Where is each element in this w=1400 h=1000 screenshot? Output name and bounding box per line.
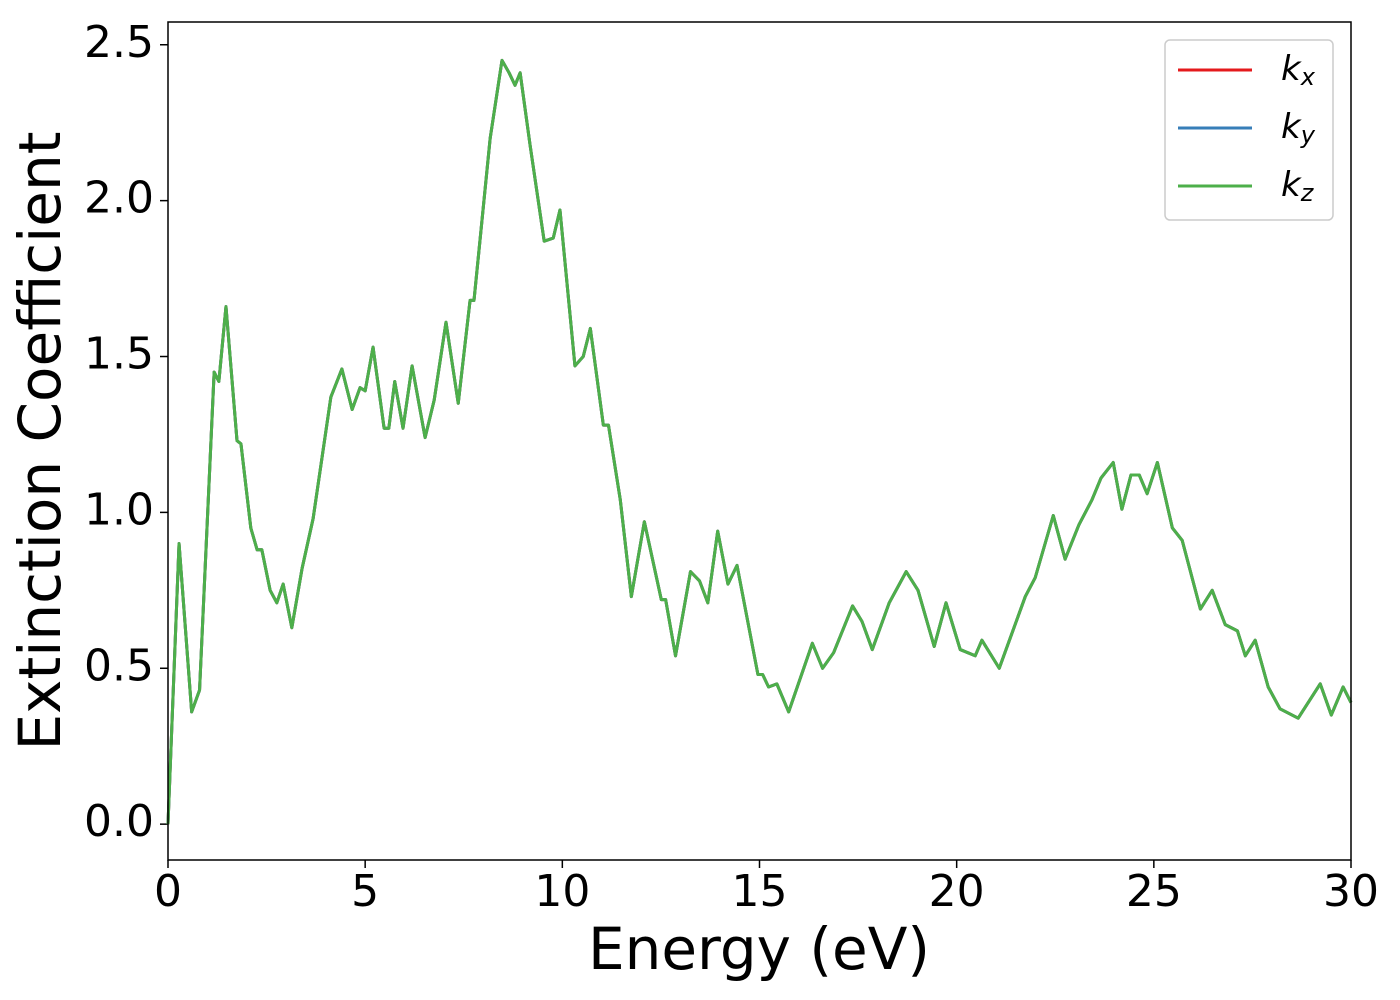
- x-tick-label: 20: [929, 866, 985, 917]
- x-tick-label: 25: [1126, 866, 1182, 917]
- y-tick-label: 1.0: [84, 484, 154, 535]
- x-tick-label: 0: [154, 866, 182, 917]
- y-axis-label: Extinction Coefficient: [6, 132, 74, 751]
- legend-label: kz: [1281, 165, 1315, 208]
- y-tick-label: 0.5: [84, 640, 154, 691]
- y-tick-label: 0.0: [84, 796, 154, 847]
- x-tick-label: 30: [1323, 866, 1379, 917]
- y-tick-label: 1.5: [84, 329, 154, 380]
- x-tick-label: 15: [732, 866, 788, 917]
- x-tick-label: 5: [351, 866, 379, 917]
- x-axis-label: Energy (eV): [588, 915, 930, 983]
- plot-frame: [167, 21, 1352, 861]
- legend-label: ky: [1281, 107, 1316, 150]
- y-tick-label: 2.0: [84, 173, 154, 224]
- x-tick-label: 10: [534, 866, 590, 917]
- legend-box: [1164, 39, 1334, 221]
- series-line: [166, 58, 1353, 825]
- legend-label: kx: [1281, 49, 1316, 92]
- y-tick-label: 2.5: [84, 17, 154, 68]
